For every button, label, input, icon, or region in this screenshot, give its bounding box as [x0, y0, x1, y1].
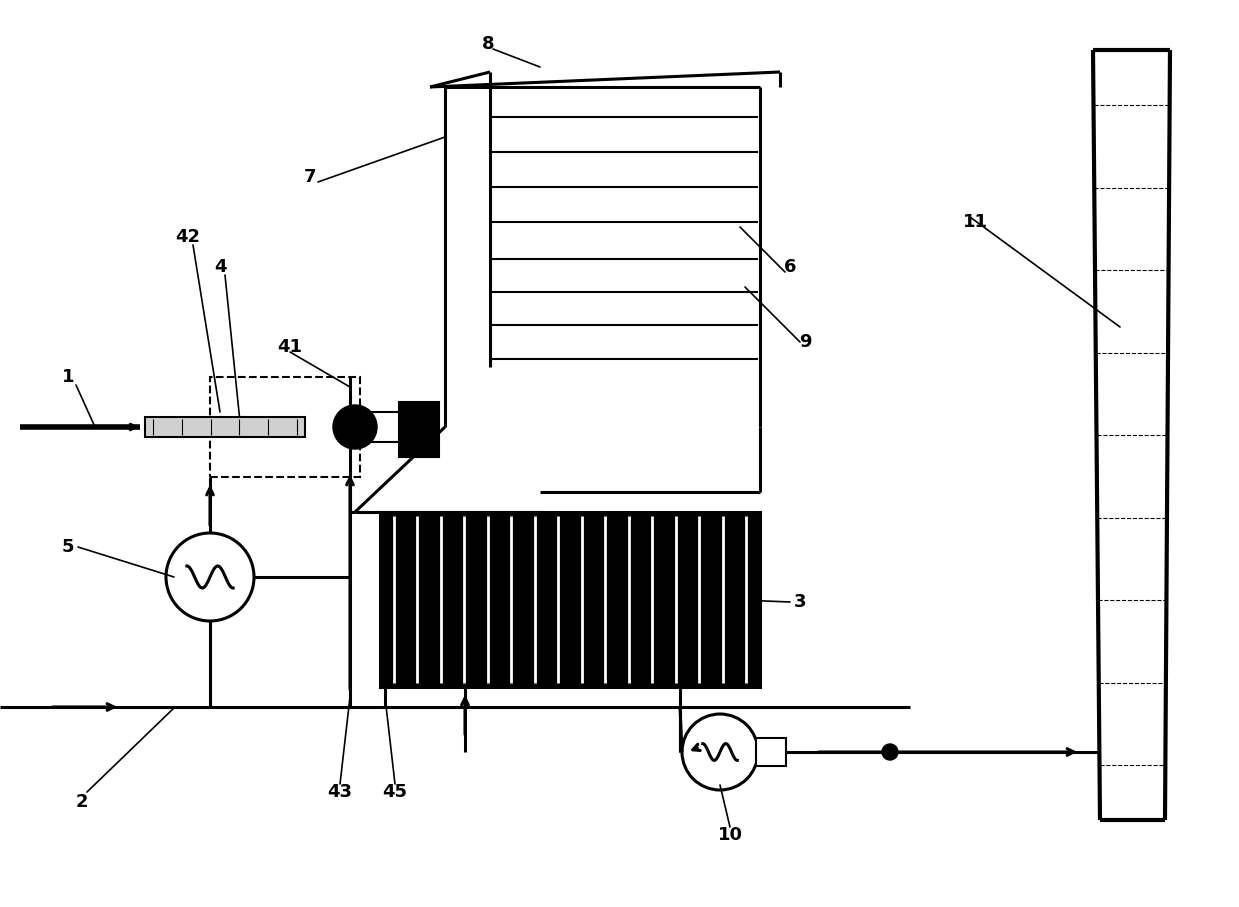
Bar: [399, 402, 439, 457]
Text: 2: 2: [76, 793, 88, 811]
Bar: [145, 417, 305, 437]
Text: 6: 6: [784, 258, 797, 276]
Text: 1: 1: [62, 368, 74, 386]
Circle shape: [882, 744, 898, 760]
Text: 5: 5: [62, 538, 74, 556]
Circle shape: [333, 405, 377, 449]
Text: 7: 7: [304, 168, 316, 186]
Text: 45: 45: [383, 783, 408, 801]
Bar: [209, 377, 361, 477]
Bar: [380, 512, 760, 687]
Text: 8: 8: [482, 35, 494, 53]
Text: 41: 41: [278, 338, 302, 356]
Text: 9: 9: [799, 333, 812, 351]
Bar: [756, 738, 786, 766]
Text: 3: 3: [794, 593, 807, 611]
Text: 11: 11: [963, 213, 987, 231]
Bar: [372, 412, 401, 442]
Text: 43: 43: [327, 783, 353, 801]
Text: 4: 4: [214, 258, 227, 276]
Text: 10: 10: [717, 826, 742, 844]
Text: 42: 42: [176, 228, 201, 246]
